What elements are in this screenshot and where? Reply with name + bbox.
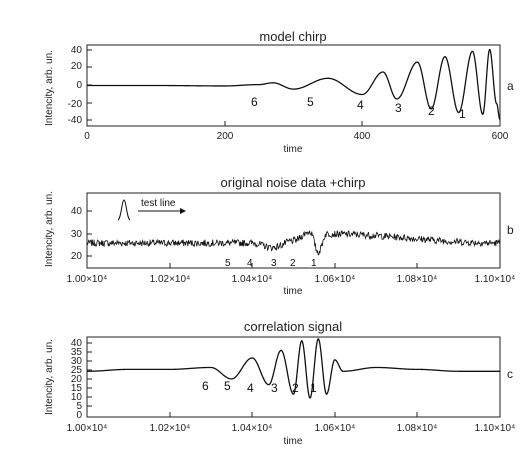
- panel-a-ytick-40: 40: [71, 45, 83, 56]
- panel-b-xtick-2: 1.02×10⁴: [150, 274, 191, 285]
- panel-a-xtick-200: 200: [217, 131, 234, 142]
- panel-c-ytick-40: 40: [71, 338, 83, 349]
- panel-b-xtick-5: 1.08×10⁴: [397, 274, 438, 285]
- panel-a-xtick-400: 400: [354, 131, 371, 142]
- panel-b-ytick-30: 30: [71, 229, 83, 240]
- panel-a-peak-2: 2: [428, 104, 435, 118]
- panel-b-ytick-20: 20: [71, 251, 83, 262]
- test-line-inset-icon: [117, 199, 131, 221]
- panel-b: original noise data +chirp Intencity, ar…: [44, 175, 515, 297]
- panel-b-ytick-40: 40: [71, 206, 83, 217]
- panel-a-ytick-m40: -40: [68, 115, 83, 126]
- panel-b-noise-line: [86, 230, 501, 256]
- panel-b-peak-3: 3: [271, 258, 277, 269]
- panel-c-peak-1: 1: [310, 381, 317, 395]
- panel-c-yticks: 40 35 30 25 20 15 10 5 0: [71, 338, 92, 421]
- panel-b-peak-4: 4: [247, 258, 253, 269]
- panel-c-xtick-4: 1.06×10⁴: [315, 423, 356, 434]
- panel-a-ylabel: Intencity, arb. un.: [44, 50, 55, 126]
- panel-b-ylabel: Intencity, arb. un.: [44, 191, 55, 267]
- panel-b-peak-labels: 5 4 3 2 1: [225, 258, 317, 269]
- panel-c-xticks: 1.00×10⁴ 1.02×10⁴ 1.04×10⁴ 1.06×10⁴ 1.08…: [67, 412, 516, 434]
- panel-b-frame: [86, 192, 501, 269]
- panel-c-side-label: c: [507, 367, 513, 381]
- panel-c-xtick-2: 1.02×10⁴: [150, 423, 191, 434]
- panel-c-title: correlation signal: [244, 319, 342, 334]
- panel-c: correlation signal Intencity, arb. un. 4…: [44, 319, 515, 447]
- panel-b-side-label: b: [507, 223, 514, 237]
- panel-b-xtick-1: 1.00×10⁴: [67, 274, 108, 285]
- panel-c-peak-3: 3: [271, 381, 278, 395]
- panel-b-xtick-4: 1.06×10⁴: [315, 274, 356, 285]
- test-line-label: test line: [141, 198, 176, 209]
- panel-a-peak-3: 3: [395, 101, 402, 115]
- panel-b-xticks: 1.00×10⁴ 1.02×10⁴ 1.04×10⁴ 1.06×10⁴ 1.08…: [67, 263, 516, 285]
- panel-a-ytick-m20: -20: [68, 99, 83, 110]
- panel-a-xtick-600: 600: [492, 131, 509, 142]
- panel-c-xtick-3: 1.04×10⁴: [232, 423, 273, 434]
- panel-b-peak-1: 1: [311, 258, 317, 269]
- panel-b-xtick-3: 1.04×10⁴: [232, 274, 273, 285]
- panel-a-peak-4: 4: [357, 98, 364, 112]
- panel-a-side-label: a: [507, 79, 514, 93]
- panel-c-ytick-15: 15: [71, 383, 83, 394]
- panel-c-ytick-20: 20: [71, 374, 83, 385]
- panel-a-peak-6: 6: [251, 95, 258, 109]
- panel-c-ytick-30: 30: [71, 356, 83, 367]
- panel-c-peak-5: 5: [224, 379, 231, 393]
- panel-b-yticks: 40 30 20: [71, 206, 92, 262]
- panel-a-ytick-20: 20: [71, 61, 83, 72]
- panel-a-chirp-line: [87, 48, 501, 121]
- panel-a-peak-1: 1: [459, 107, 466, 121]
- panel-c-peak-4: 4: [247, 381, 254, 395]
- panel-c-peak-labels: 6 5 4 3 2 1: [202, 379, 317, 395]
- panel-b-xlabel: time: [284, 286, 303, 297]
- panel-c-peak-6: 6: [202, 379, 209, 393]
- panel-c-ytick-10: 10: [71, 392, 83, 403]
- panel-c-ytick-0: 0: [76, 410, 82, 421]
- panel-c-xtick-1: 1.00×10⁴: [67, 423, 108, 434]
- panel-c-xlabel: time: [284, 436, 303, 447]
- panel-b-xtick-6: 1.10×10⁴: [475, 274, 516, 285]
- panel-a-title: model chirp: [259, 29, 326, 44]
- panel-c-peak-2: 2: [292, 381, 299, 395]
- panel-a: model chirp Intencity, arb. un. 40 20 0 …: [44, 29, 514, 155]
- panel-c-ytick-35: 35: [71, 347, 83, 358]
- test-line-arrow-head-icon: [180, 208, 186, 214]
- panel-c-correlation-line: [87, 338, 500, 399]
- panel-a-peak-labels: 6 5 4 3 2 1: [251, 95, 466, 121]
- panel-c-xtick-6: 1.10×10⁴: [475, 423, 516, 434]
- panel-c-frame: [86, 336, 501, 418]
- panel-c-ytick-5: 5: [76, 401, 82, 412]
- panel-c-ytick-25: 25: [71, 365, 83, 376]
- panel-a-xlabel: time: [284, 144, 303, 155]
- panel-a-ytick-0: 0: [76, 80, 82, 91]
- panel-b-title: original noise data +chirp: [221, 175, 366, 190]
- panel-c-xtick-5: 1.08×10⁴: [397, 423, 438, 434]
- panel-a-xtick-0: 0: [84, 131, 90, 142]
- panel-a-peak-5: 5: [307, 95, 314, 109]
- panel-b-peak-5: 5: [225, 258, 231, 269]
- panel-b-peak-2: 2: [290, 258, 296, 269]
- panel-a-xticks: 0 200 400 600: [84, 121, 509, 142]
- panel-c-ylabel: Intencity, arb. un.: [44, 339, 55, 415]
